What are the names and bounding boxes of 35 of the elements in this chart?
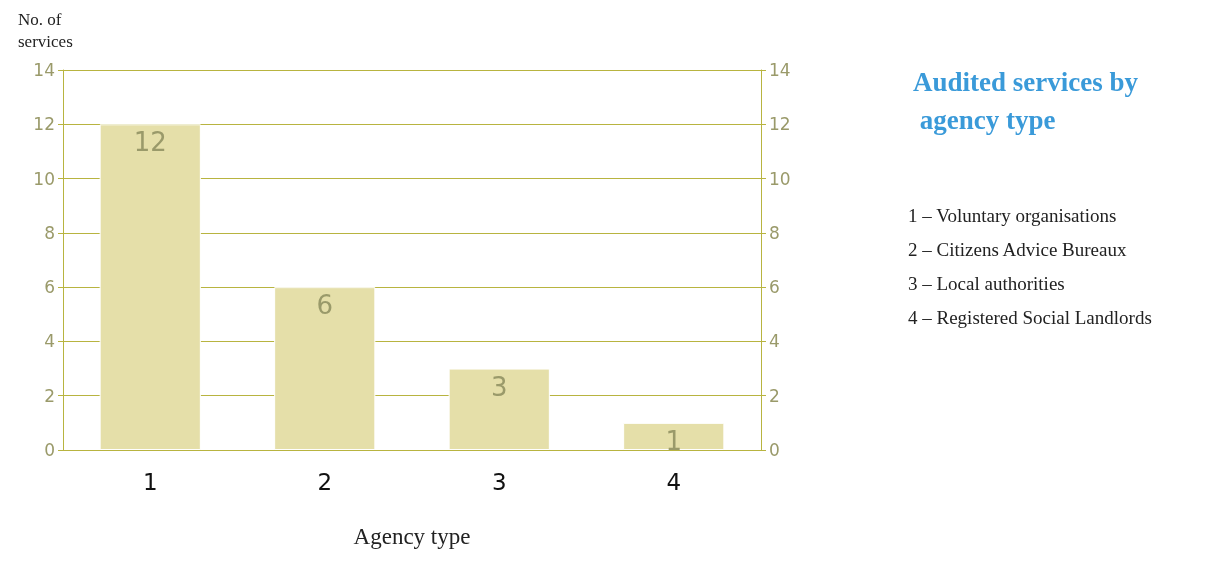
y2-tick-label: 10: [769, 168, 791, 189]
y2-tick-label: 2: [769, 385, 780, 406]
y-tick-label: 10: [33, 168, 55, 189]
x-tick-label: 4: [666, 468, 682, 495]
bar: [448, 368, 550, 450]
text: 1 – Voluntary organisations: [908, 205, 1117, 226]
y-tick-label: 14: [33, 60, 55, 80]
y2-tick-label: 4: [769, 331, 780, 352]
y-tick-label: 4: [44, 331, 55, 352]
y-tick-label: 2: [44, 385, 55, 406]
y2-tick-label: 12: [769, 114, 791, 135]
y2-tick-label: 6: [769, 277, 780, 298]
y-tick-label: 0: [44, 440, 55, 460]
y-tick-label: 6: [44, 277, 55, 298]
x-axis-title: Agency type: [353, 524, 471, 549]
y-axis-title: No. of services: [18, 9, 73, 51]
x-tick-label: 1: [142, 468, 158, 495]
text: 4 – Registered Social Landlords: [908, 307, 1152, 328]
y-tick-label: 12: [33, 114, 55, 135]
y-tick-label: 8: [44, 222, 55, 243]
text: Audited services by agency type: [913, 67, 1139, 135]
data-label: 6: [316, 290, 334, 321]
data-label: 1: [665, 425, 683, 456]
text: 2 – Citizens Advice Bureaux: [908, 239, 1127, 260]
text: 3 – Local authorities: [908, 273, 1065, 294]
x-tick-label: 3: [491, 468, 507, 495]
y2-tick-label: 8: [769, 222, 780, 243]
data-label: 3: [490, 371, 508, 402]
bar: [99, 124, 201, 450]
bar: [623, 422, 725, 450]
bar: [274, 287, 376, 450]
data-label: 12: [133, 127, 167, 158]
x-tick-label: 2: [317, 468, 333, 495]
y2-tick-label: 14: [769, 60, 791, 80]
y2-tick-label: 0: [769, 440, 780, 460]
